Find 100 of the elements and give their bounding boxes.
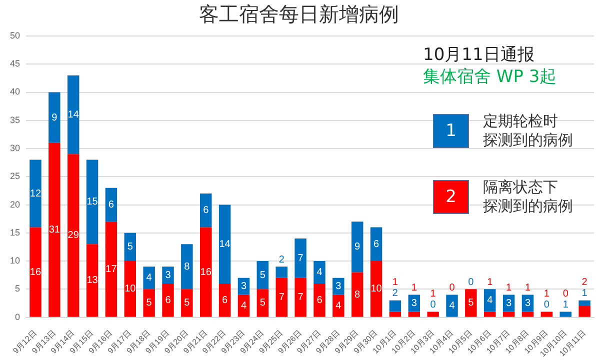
bar — [67, 75, 80, 154]
data-label: 16 — [200, 266, 212, 278]
y-tick-label: 30 — [10, 143, 20, 154]
data-label: 4 — [336, 300, 342, 312]
bar — [67, 154, 80, 317]
bar — [124, 261, 136, 317]
y-tick-label: 25 — [10, 171, 20, 182]
bar — [86, 160, 98, 244]
data-label: 10 — [370, 284, 382, 295]
data-label: 1 — [544, 288, 550, 300]
bar — [124, 232, 136, 262]
bar — [30, 227, 42, 317]
data-label: 14 — [219, 238, 231, 250]
bar — [86, 244, 98, 317]
bar — [427, 312, 439, 317]
data-label: 4 — [449, 300, 456, 312]
annotation: 集体宿舍 WP 3起 — [423, 66, 557, 88]
data-label: 15 — [86, 196, 98, 208]
chart-title: 客工宿舍每日新增病例 — [199, 2, 399, 26]
data-label: 2 — [582, 277, 588, 288]
bar — [294, 238, 306, 278]
bar — [314, 284, 326, 317]
bar — [578, 300, 590, 306]
bar — [276, 266, 288, 278]
data-label: 10 — [124, 284, 136, 295]
y-tick-label: 45 — [10, 58, 20, 69]
data-label: 3 — [336, 281, 342, 292]
data-label: 14 — [68, 110, 80, 121]
data-label: 3 — [240, 281, 247, 292]
data-label: 6 — [203, 205, 210, 216]
bar — [484, 289, 496, 312]
data-label: 7 — [298, 292, 304, 304]
data-label: 12 — [30, 188, 42, 200]
data-label: 2 — [278, 254, 285, 266]
bar — [502, 312, 515, 317]
data-label: 6 — [165, 294, 172, 306]
data-label: 5 — [184, 298, 190, 309]
data-label: 5 — [146, 298, 152, 309]
bar — [578, 306, 590, 317]
bar — [162, 266, 174, 284]
legend-label: 定期轮检时探测到的病例 — [483, 112, 573, 150]
data-label: 5 — [260, 298, 266, 309]
bar — [48, 142, 60, 317]
y-tick-label: 50 — [10, 30, 20, 40]
annotation: 10月11日通报 — [423, 44, 536, 66]
annotation: 1 — [433, 114, 469, 148]
data-label: 3 — [411, 298, 418, 309]
data-label: 0 — [449, 282, 456, 294]
bar — [332, 294, 344, 317]
bar — [200, 227, 212, 317]
y-tick-label: 35 — [10, 114, 20, 125]
data-label: 17 — [106, 264, 118, 275]
data-label: 7 — [298, 252, 304, 264]
data-label: 6 — [316, 294, 323, 306]
y-tick-label: 10 — [10, 256, 20, 266]
data-label: 9 — [52, 112, 58, 124]
data-label: 31 — [48, 224, 60, 236]
bar — [256, 261, 269, 290]
bar — [408, 312, 420, 317]
data-label: 4 — [316, 267, 323, 278]
data-label: 3 — [524, 298, 531, 309]
bar — [314, 261, 326, 284]
bar — [294, 278, 306, 317]
data-label: 8 — [184, 261, 190, 272]
data-label: 1 — [506, 282, 512, 294]
bar — [370, 261, 382, 317]
y-tick-label: 15 — [10, 227, 20, 238]
data-label: 1 — [582, 288, 588, 300]
legend-label: 隔离状态下探测到的病例 — [483, 178, 573, 216]
bar — [465, 289, 477, 317]
data-label: 5 — [127, 242, 134, 253]
data-label: 0 — [430, 299, 436, 310]
bar — [522, 312, 534, 317]
annotation: 2 — [433, 180, 469, 214]
data-label: 4 — [487, 295, 494, 306]
data-label: 3 — [165, 270, 172, 281]
bar — [200, 194, 212, 228]
data-label: 1 — [562, 299, 569, 310]
data-label: 6 — [373, 238, 380, 250]
bar — [105, 222, 118, 317]
bar — [48, 92, 60, 143]
data-label: 0 — [544, 299, 550, 310]
data-label: 0 — [562, 288, 569, 300]
data-label: 1 — [392, 277, 398, 288]
bar — [162, 284, 174, 317]
data-label: 29 — [68, 230, 80, 242]
bar — [143, 289, 155, 317]
bar — [351, 272, 364, 317]
data-label: 3 — [506, 298, 512, 309]
data-label: 1 — [487, 276, 494, 288]
bar — [370, 227, 382, 262]
bar — [143, 266, 155, 290]
bar — [332, 278, 344, 295]
data-label: 7 — [278, 292, 285, 304]
bar — [238, 294, 250, 317]
data-label: 8 — [354, 289, 361, 300]
data-label: 2 — [392, 288, 398, 300]
bar — [276, 278, 288, 317]
data-label: 1 — [524, 282, 531, 294]
data-label: 5 — [260, 270, 266, 281]
